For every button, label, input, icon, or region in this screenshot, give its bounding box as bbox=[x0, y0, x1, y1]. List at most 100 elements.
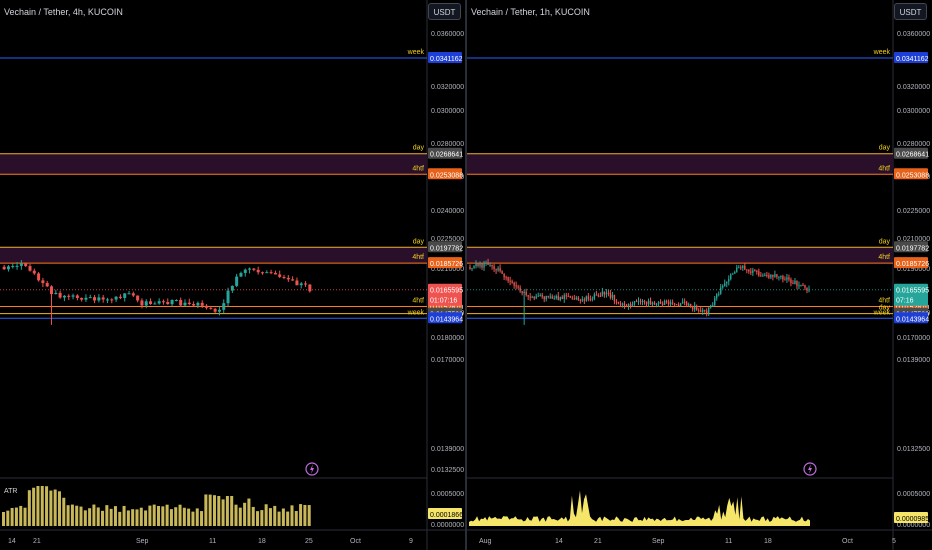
current-price-value: 0.0165595 bbox=[896, 288, 929, 295]
candle-body bbox=[788, 277, 790, 280]
candle-body bbox=[273, 272, 277, 275]
candle-body bbox=[543, 296, 545, 300]
candle-body bbox=[479, 263, 481, 267]
level-price-tag bbox=[428, 168, 462, 180]
candle-body bbox=[583, 299, 586, 301]
candle-body bbox=[541, 295, 543, 297]
candle-body bbox=[697, 310, 700, 312]
bar-countdown: 01:07:16 bbox=[430, 298, 457, 305]
atr-bar bbox=[200, 511, 204, 526]
candle-body bbox=[299, 283, 303, 286]
candle-body bbox=[545, 295, 547, 300]
candle-body bbox=[629, 304, 632, 306]
atr-bar bbox=[208, 494, 212, 526]
atr-bar bbox=[238, 507, 242, 526]
candle-body bbox=[170, 300, 174, 305]
candle-body bbox=[32, 270, 36, 274]
price-axis-tick: 0.0360000 bbox=[431, 31, 464, 38]
price-axis-tick: 0.0320000 bbox=[897, 84, 930, 91]
level-label: week bbox=[873, 309, 891, 316]
candle-body bbox=[601, 291, 604, 297]
supply-zone bbox=[467, 247, 893, 264]
candle-body bbox=[774, 274, 776, 277]
candle-body bbox=[581, 299, 584, 301]
candle-body bbox=[740, 267, 742, 269]
price-axis-tick: 0.0170000 bbox=[897, 335, 930, 342]
atr-bar bbox=[178, 504, 182, 526]
candle-body bbox=[217, 309, 221, 312]
atr-value-tag bbox=[894, 512, 928, 523]
candle-body bbox=[575, 297, 578, 299]
candle-body bbox=[798, 285, 800, 287]
candle-body bbox=[665, 300, 668, 302]
candle-body bbox=[778, 276, 780, 278]
candle-body bbox=[790, 279, 792, 283]
chart-pane-left[interactable]: 0.0360000 0.0320000 0.0300000 0.0280000 0.02… bbox=[0, 0, 465, 550]
candle-body bbox=[24, 263, 28, 267]
pane-divider[interactable] bbox=[465, 0, 467, 550]
candle-body bbox=[631, 303, 634, 306]
level-price-value: 0.0197782 bbox=[430, 245, 463, 252]
chart-pane-right[interactable]: 0.0360000 0.0320000 0.0300000 0.0280000 0.02… bbox=[467, 0, 932, 550]
time-axis-label: 11 bbox=[725, 538, 732, 545]
candle-body bbox=[655, 303, 658, 305]
lightning-icon[interactable] bbox=[803, 462, 817, 476]
candle-body bbox=[792, 282, 794, 284]
candle-body bbox=[728, 279, 730, 282]
candle-body bbox=[489, 264, 491, 266]
level-price-tag bbox=[894, 147, 928, 159]
candle-body bbox=[661, 303, 664, 306]
level-label: 4htf bbox=[878, 298, 890, 305]
time-axis-label: 14 bbox=[555, 538, 563, 545]
chart-canvas-right[interactable]: 0.0360000 0.0320000 0.0300000 0.0280000 0.02… bbox=[467, 0, 932, 550]
candle-body bbox=[710, 305, 712, 308]
atr-bar bbox=[299, 504, 303, 526]
candle-body bbox=[2, 266, 6, 270]
candle-body bbox=[84, 297, 88, 300]
level-label: 4htf bbox=[412, 254, 424, 261]
candle-body bbox=[157, 301, 161, 304]
candle-body bbox=[726, 281, 728, 284]
lightning-icon[interactable] bbox=[305, 462, 319, 476]
currency-button[interactable]: USDT bbox=[428, 3, 461, 20]
candle-body bbox=[243, 269, 247, 273]
atr-bar bbox=[6, 510, 10, 526]
candle-body bbox=[507, 277, 509, 281]
candle-body bbox=[786, 277, 788, 280]
price-axis-tick: 0.0210000 bbox=[431, 266, 464, 273]
price-axis-tick: 0.0132500 bbox=[431, 467, 464, 474]
candle-body bbox=[689, 304, 692, 308]
atr-bar bbox=[36, 486, 40, 526]
level-label: day bbox=[879, 238, 891, 245]
supply-zone bbox=[0, 247, 427, 264]
candle-body bbox=[619, 303, 622, 305]
atr-bar bbox=[195, 508, 199, 526]
candle-body bbox=[118, 296, 122, 298]
candle-body bbox=[776, 274, 778, 277]
candle-body bbox=[577, 297, 580, 300]
candle-body bbox=[585, 296, 588, 301]
candle-body bbox=[708, 307, 710, 314]
candle-body bbox=[269, 272, 273, 274]
candle-body bbox=[669, 302, 672, 305]
candle-body bbox=[473, 266, 475, 269]
candle-body bbox=[716, 294, 718, 299]
level-label: 4htf bbox=[412, 165, 424, 172]
time-axis-label: Aug bbox=[479, 538, 492, 545]
candle-body bbox=[531, 296, 533, 298]
candle-body bbox=[559, 297, 561, 301]
candle-body bbox=[675, 304, 678, 306]
indicator-name: ATR bbox=[4, 488, 17, 495]
chart-canvas-left[interactable]: 0.0360000 0.0320000 0.0300000 0.0280000 0.02… bbox=[0, 0, 465, 550]
atr-bar bbox=[264, 504, 268, 526]
atr-bar bbox=[152, 504, 156, 526]
candle-body bbox=[491, 264, 493, 267]
currency-button[interactable]: USDT bbox=[894, 3, 927, 20]
atr-bar bbox=[281, 508, 285, 526]
candle-body bbox=[641, 301, 644, 303]
candle-body bbox=[615, 301, 618, 303]
candle-body bbox=[746, 269, 748, 271]
candle-body bbox=[736, 267, 738, 272]
candle-body bbox=[701, 309, 704, 312]
candle-body bbox=[722, 286, 724, 288]
